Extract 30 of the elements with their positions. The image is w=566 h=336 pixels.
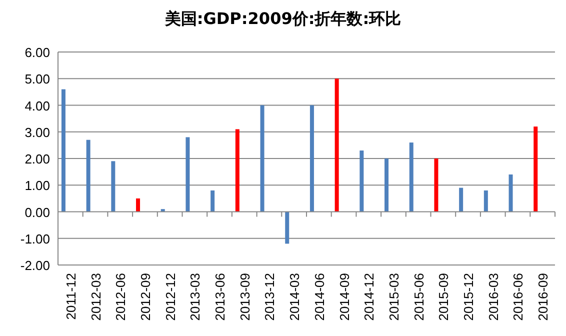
y-tick-label: -2.00 [20, 258, 50, 273]
x-tick-label: 2013-06 [212, 273, 228, 321]
x-tick-label: 2014-06 [312, 273, 327, 321]
x-tick-label: 2016-03 [486, 273, 501, 321]
x-tick-label: 2014-09 [336, 273, 352, 321]
x-tick-label: 2015-09 [436, 273, 452, 321]
y-tick-label: -1.00 [20, 231, 50, 246]
y-tick-label: 6.00 [24, 45, 50, 60]
x-tick-label: 2013-03 [188, 273, 203, 321]
y-tick-label: 2.00 [24, 152, 50, 166]
x-tick-label: 2013-12 [262, 273, 278, 321]
x-tick-label: 2012-03 [88, 273, 104, 321]
y-tick-label: 0.00 [24, 204, 50, 220]
x-tick-label: 2013-09 [237, 273, 252, 321]
x-tick-label: 2016-06 [510, 273, 526, 321]
y-tick-label: 1.00 [24, 178, 50, 194]
x-tick-label: 2014-03 [287, 273, 302, 321]
x-tick-label: 2012-06 [113, 273, 128, 321]
y-tick-label: 4.00 [24, 98, 50, 114]
x-tick-label: 2015-12 [461, 273, 476, 321]
x-tick-label: 2015-06 [411, 273, 426, 321]
y-tick-label: 3.00 [24, 124, 50, 140]
x-tick-label: 2014-12 [362, 273, 377, 321]
x-tick-label: 2015-03 [386, 273, 402, 321]
y-tick-label: 5.00 [24, 72, 50, 87]
x-tick-label: 2012-12 [162, 273, 178, 321]
x-tick-label: 2012-09 [138, 273, 153, 321]
x-tick-label: 2011-12 [63, 273, 78, 320]
x-tick-label: 2016-09 [536, 273, 551, 321]
title: 美国:GDP:2009价:折年数:环比 [164, 9, 402, 28]
